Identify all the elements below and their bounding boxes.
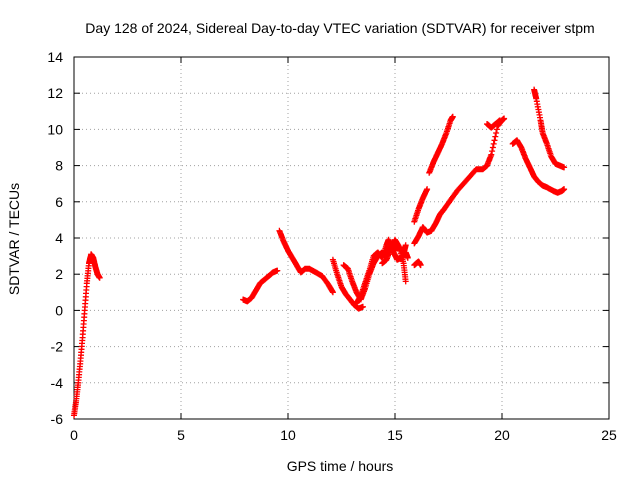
series-arc-3 [276, 227, 336, 296]
axis-ticks: 0 5 10 15 20 25 -6 -4 -2 0 2 4 6 8 10 12 14 [47, 49, 617, 443]
series-arc-8 [411, 258, 424, 269]
data-point-markers [329, 256, 366, 312]
y-tick-label: -2 [51, 339, 64, 355]
y-tick-label: 10 [47, 121, 63, 137]
series-arc-14 [531, 86, 568, 171]
data-point-markers [509, 137, 568, 196]
x-tick-label: 0 [70, 427, 78, 443]
y-tick-label: 12 [47, 85, 63, 101]
data-series [71, 86, 568, 419]
data-point-markers [484, 117, 503, 131]
chart-title: Day 128 of 2024, Sidereal Day-to-day VTE… [85, 20, 594, 36]
y-tick-label: 14 [47, 49, 63, 65]
y-tick-label: -6 [51, 411, 64, 427]
y-tick-label: -4 [51, 375, 64, 391]
x-tick-label: 20 [494, 427, 510, 443]
data-point-markers [411, 258, 424, 269]
data-point-markers [411, 186, 431, 225]
series-arc-2 [240, 267, 281, 305]
x-tick-label: 25 [601, 427, 617, 443]
series-arc-1 [71, 251, 103, 419]
x-tick-label: 10 [280, 427, 296, 443]
y-tick-label: 6 [55, 194, 63, 210]
y-axis-label: SDTVAR / TECUs [6, 183, 22, 295]
grid [74, 57, 609, 419]
data-point-markers [426, 113, 456, 176]
data-point-markers [379, 236, 409, 267]
data-point-markers [411, 115, 508, 247]
y-tick-label: 2 [55, 266, 63, 282]
series-arc-4 [329, 256, 366, 312]
data-point-markers [71, 251, 103, 419]
data-point-markers [240, 267, 281, 305]
data-point-markers [276, 227, 336, 296]
y-tick-label: 0 [55, 302, 63, 318]
data-point-markers [531, 86, 568, 171]
y-tick-label: 4 [55, 230, 63, 246]
x-axis-label: GPS time / hours [287, 458, 394, 474]
x-tick-label: 5 [177, 427, 185, 443]
series-arc-11 [426, 113, 456, 176]
series-arc-7 [379, 236, 409, 267]
x-tick-label: 15 [387, 427, 403, 443]
series-arc-12 [484, 117, 503, 131]
y-tick-label: 8 [55, 158, 63, 174]
series-arc-13 [509, 137, 568, 196]
series-arc-9 [411, 115, 508, 247]
series-arc-10 [411, 186, 431, 225]
